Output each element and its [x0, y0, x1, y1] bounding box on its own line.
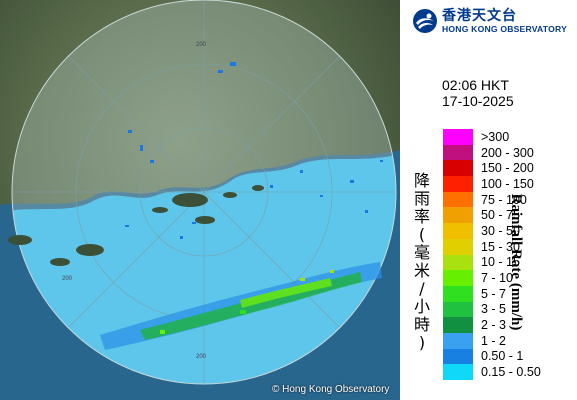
- legend-row: 7 - 10: [443, 270, 567, 286]
- legend-title-char: /: [419, 279, 425, 298]
- radar-map-svg: 200 200 200: [0, 0, 400, 400]
- legend-label: 1 - 2: [481, 333, 507, 348]
- legend-label: 100 - 150: [481, 176, 534, 191]
- islands: [8, 185, 264, 266]
- legend-label: 5 - 7: [481, 286, 507, 301]
- legend-swatch: [443, 332, 473, 349]
- legend-label: 50 - 75: [481, 208, 520, 223]
- legend-swatch: [443, 348, 473, 365]
- logo-english: HONG KONG OBSERVATORY: [442, 23, 568, 34]
- legend-swatch: [443, 285, 473, 302]
- legend-title-chinese: 降雨率(毫米 / 小時): [402, 172, 442, 352]
- legend-title-char: 米: [413, 261, 430, 280]
- legend-swatch: [443, 160, 473, 177]
- legend-swatch: [443, 207, 473, 224]
- legend-row: 2 - 3: [443, 317, 567, 333]
- legend-row: 1 - 2: [443, 332, 567, 349]
- legend-swatch: [443, 223, 473, 239]
- legend-title-char: 小: [413, 297, 430, 316]
- timestamp-time: 02:06 HKT: [442, 77, 509, 93]
- legend-swatch: [443, 270, 473, 286]
- legend-title-char: ): [418, 333, 426, 352]
- legend-row: 0.50 - 1: [443, 348, 567, 365]
- legend-row: 10 - 15: [443, 254, 567, 271]
- legend-title-char: 毫: [413, 243, 430, 262]
- timestamp: 02:06 HKT 17-10-2025: [442, 77, 514, 109]
- legend-swatch: [443, 254, 473, 271]
- legend-row: 50 - 75: [443, 207, 567, 224]
- legend-row: 200 - 300: [443, 144, 567, 161]
- legend-row: 0.15 - 0.50: [443, 364, 567, 380]
- legend-title-char: 雨: [413, 189, 430, 208]
- legend-label: 30 - 50: [481, 223, 520, 238]
- timestamp-date: 17-10-2025: [442, 93, 514, 109]
- range-label-south: 200: [196, 354, 207, 360]
- legend-swatch: [443, 176, 473, 192]
- legend-row: 15 - 30: [443, 238, 567, 255]
- radar-map[interactable]: 200 200 200 © Hong Kong Observatory: [0, 0, 400, 400]
- legend-swatch: [443, 301, 473, 318]
- legend-title-char: 時: [413, 315, 430, 334]
- legend-label: 7 - 10: [481, 271, 513, 286]
- legend-label: 150 - 200: [481, 161, 534, 176]
- legend-swatch: [443, 364, 473, 380]
- legend-row: 5 - 7: [443, 285, 567, 302]
- legend-panel: 香港天文台 HONG KONG OBSERVATORY 02:06 HKT 17…: [400, 0, 577, 400]
- rainband-south: [100, 262, 382, 350]
- range-label-west: 200: [62, 276, 73, 282]
- legend-row: 75 - 100: [443, 191, 567, 208]
- legend-swatch: [443, 129, 473, 145]
- legend-label: 2 - 3: [481, 318, 507, 333]
- legend-row: 150 - 200: [443, 160, 567, 177]
- legend-label: 75 - 100: [481, 192, 527, 207]
- legend-swatch: [443, 144, 473, 161]
- legend-title-char: (: [418, 225, 426, 244]
- logo-chinese: 香港天文台: [442, 7, 517, 24]
- legend-swatch: [443, 191, 473, 208]
- legend-swatch: [443, 238, 473, 255]
- legend-title-char: 降: [413, 171, 430, 190]
- hko-emblem-icon: [413, 9, 437, 33]
- rain-echoes-light: [125, 62, 383, 239]
- legend-label: 3 - 5: [481, 302, 507, 317]
- legend-swatch: [443, 317, 473, 333]
- legend-title-char: 率: [413, 207, 430, 226]
- legend-row: >300: [443, 129, 567, 145]
- legend-row: 3 - 5: [443, 301, 567, 318]
- copyright-notice: © Hong Kong Observatory: [272, 384, 390, 395]
- range-label-north: 200: [196, 42, 207, 48]
- legend-label: 15 - 30: [481, 239, 520, 254]
- radar-range-ring: [11, 0, 397, 385]
- legend-label: 0.15 - 0.50: [481, 365, 541, 380]
- legend-label: >300: [481, 129, 510, 144]
- hko-logo: 香港天文台 HONG KONG OBSERVATORY: [412, 8, 567, 34]
- legend-label: 0.50 - 1: [481, 349, 524, 364]
- rainfall-rate-scale: >300 200 - 300 150 - 200 100 - 150 75 - 100 5…: [443, 129, 567, 380]
- legend-label: 200 - 300: [481, 145, 534, 160]
- legend-row: 100 - 150: [443, 176, 567, 192]
- legend-row: 30 - 50: [443, 223, 567, 239]
- legend-label: 10 - 15: [481, 255, 520, 270]
